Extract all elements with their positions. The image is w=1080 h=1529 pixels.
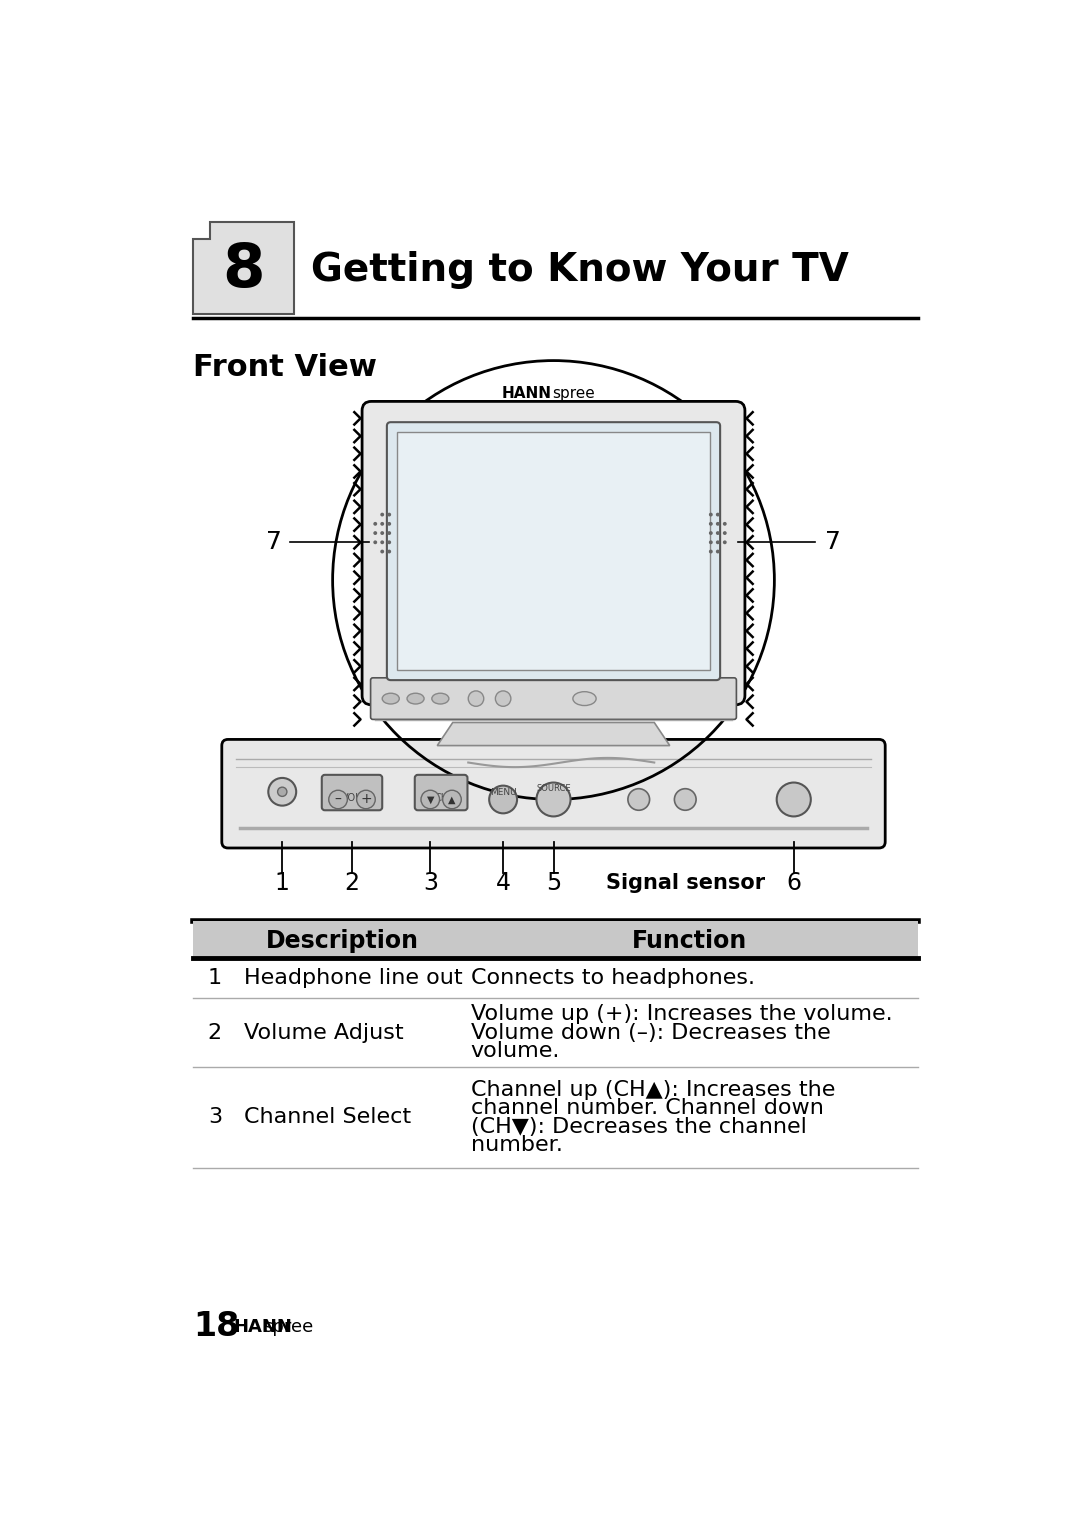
Text: 7: 7 xyxy=(267,529,282,553)
Text: 3: 3 xyxy=(422,870,437,894)
Text: Function: Function xyxy=(632,930,747,953)
Circle shape xyxy=(537,783,570,816)
Ellipse shape xyxy=(382,693,400,703)
Text: Description: Description xyxy=(266,930,419,953)
Circle shape xyxy=(716,540,719,544)
FancyBboxPatch shape xyxy=(362,402,745,705)
Ellipse shape xyxy=(432,693,449,703)
Circle shape xyxy=(674,789,697,810)
Circle shape xyxy=(443,790,461,809)
Text: Channel up (CH▲): Increases the: Channel up (CH▲): Increases the xyxy=(471,1079,835,1099)
Text: channel number. Channel down: channel number. Channel down xyxy=(471,1098,823,1118)
FancyBboxPatch shape xyxy=(322,775,382,810)
Polygon shape xyxy=(437,723,670,746)
Text: 18: 18 xyxy=(193,1310,240,1344)
Circle shape xyxy=(708,540,713,544)
Ellipse shape xyxy=(407,693,424,703)
Circle shape xyxy=(388,531,391,535)
Text: Volume up (+): Increases the volume.: Volume up (+): Increases the volume. xyxy=(471,1005,892,1024)
Text: Channel Select: Channel Select xyxy=(243,1107,410,1127)
FancyBboxPatch shape xyxy=(193,920,918,959)
Circle shape xyxy=(469,691,484,706)
Circle shape xyxy=(708,531,713,535)
Circle shape xyxy=(388,521,391,526)
Text: Front View: Front View xyxy=(193,353,377,382)
Text: spree: spree xyxy=(552,387,595,401)
Text: +: + xyxy=(360,792,372,806)
Text: –: – xyxy=(335,792,341,806)
Text: Getting to Know Your TV: Getting to Know Your TV xyxy=(311,251,849,289)
Circle shape xyxy=(356,790,375,809)
Circle shape xyxy=(278,787,287,797)
Circle shape xyxy=(374,531,377,535)
Circle shape xyxy=(716,549,719,553)
Circle shape xyxy=(708,549,713,553)
Text: HANN: HANN xyxy=(233,1318,293,1336)
Circle shape xyxy=(380,531,384,535)
FancyBboxPatch shape xyxy=(415,775,468,810)
Text: 2: 2 xyxy=(207,1023,221,1043)
Circle shape xyxy=(723,540,727,544)
Circle shape xyxy=(380,512,384,517)
Text: (CH▼): Decreases the channel: (CH▼): Decreases the channel xyxy=(471,1116,807,1136)
Circle shape xyxy=(723,531,727,535)
Text: Headphone line out: Headphone line out xyxy=(243,968,462,988)
Text: ▲: ▲ xyxy=(448,795,456,804)
Text: Signal sensor: Signal sensor xyxy=(606,873,766,893)
Circle shape xyxy=(777,783,811,816)
Text: ▼: ▼ xyxy=(427,795,434,804)
Text: volume.: volume. xyxy=(471,1041,559,1061)
FancyBboxPatch shape xyxy=(370,677,737,720)
Circle shape xyxy=(380,549,384,553)
Text: MENU: MENU xyxy=(490,787,516,797)
Circle shape xyxy=(374,521,377,526)
Text: 8: 8 xyxy=(222,242,265,300)
Circle shape xyxy=(627,789,649,810)
Text: VOL: VOL xyxy=(342,794,362,803)
Ellipse shape xyxy=(572,691,596,705)
FancyBboxPatch shape xyxy=(397,433,710,670)
Text: CH: CH xyxy=(434,794,448,803)
Circle shape xyxy=(496,691,511,706)
Polygon shape xyxy=(193,222,294,315)
Circle shape xyxy=(388,549,391,553)
Text: HANN: HANN xyxy=(502,387,552,401)
Text: Connects to headphones.: Connects to headphones. xyxy=(471,968,755,988)
Text: 3: 3 xyxy=(207,1107,221,1127)
Text: spree: spree xyxy=(262,1318,313,1336)
Circle shape xyxy=(268,778,296,806)
Circle shape xyxy=(328,790,348,809)
Text: 5: 5 xyxy=(545,870,562,894)
Circle shape xyxy=(708,512,713,517)
FancyBboxPatch shape xyxy=(387,422,720,680)
Circle shape xyxy=(421,790,440,809)
Circle shape xyxy=(388,540,391,544)
Text: Volume Adjust: Volume Adjust xyxy=(243,1023,403,1043)
Circle shape xyxy=(489,786,517,813)
Text: 4: 4 xyxy=(496,870,511,894)
Circle shape xyxy=(374,540,377,544)
Circle shape xyxy=(716,521,719,526)
Text: SOURCE: SOURCE xyxy=(536,784,571,794)
Text: number.: number. xyxy=(471,1135,563,1156)
Circle shape xyxy=(380,521,384,526)
Circle shape xyxy=(708,521,713,526)
Text: Volume down (–): Decreases the: Volume down (–): Decreases the xyxy=(471,1023,831,1043)
Text: 2: 2 xyxy=(345,870,360,894)
Text: 6: 6 xyxy=(786,870,801,894)
Circle shape xyxy=(716,531,719,535)
Circle shape xyxy=(388,512,391,517)
Circle shape xyxy=(723,521,727,526)
Text: 7: 7 xyxy=(825,529,840,553)
Circle shape xyxy=(380,540,384,544)
FancyBboxPatch shape xyxy=(221,740,886,849)
Text: 1: 1 xyxy=(207,968,221,988)
Text: 1: 1 xyxy=(274,870,289,894)
Circle shape xyxy=(716,512,719,517)
